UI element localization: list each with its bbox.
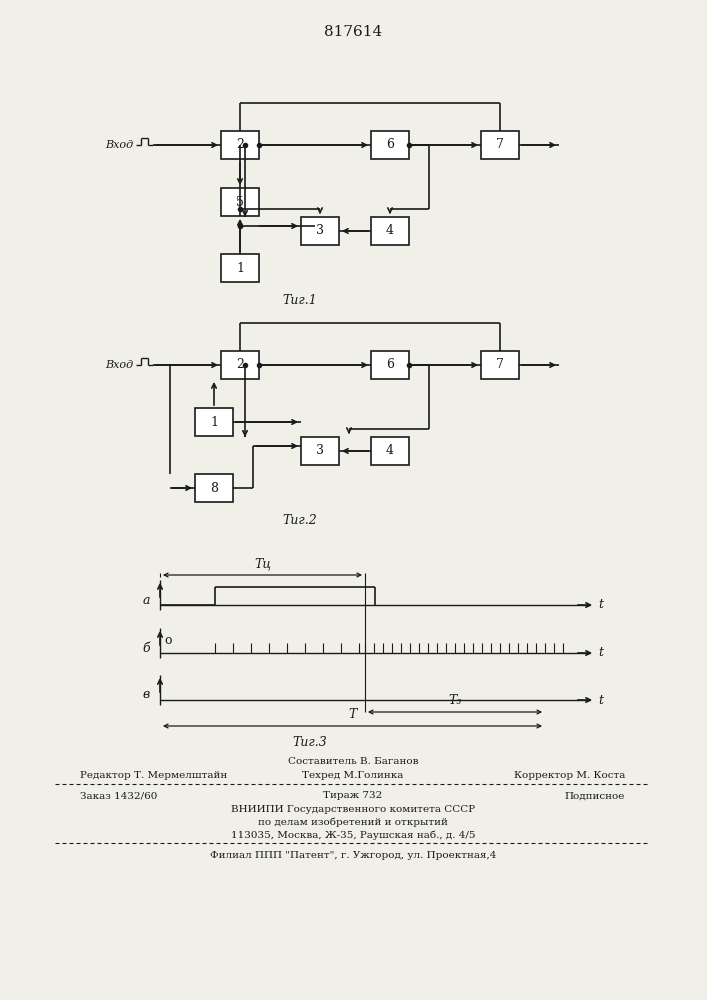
Bar	[301, 217, 339, 245]
Text: Вход: Вход	[105, 360, 133, 370]
Text: 3: 3	[316, 444, 324, 458]
Bar	[481, 131, 519, 159]
Text: Τиг.1: Τиг.1	[283, 294, 317, 306]
Bar	[371, 351, 409, 379]
Bar	[371, 437, 409, 465]
Bar	[481, 351, 519, 379]
Text: а: а	[143, 593, 150, 606]
Text: Вход: Вход	[105, 140, 133, 150]
Bar	[371, 131, 409, 159]
Text: 7: 7	[496, 138, 504, 151]
Text: Тц: Тц	[254, 557, 271, 570]
Text: Тираж 732: Тираж 732	[323, 792, 382, 800]
Text: 5: 5	[236, 196, 244, 209]
Text: 6: 6	[386, 138, 394, 151]
Text: 8: 8	[210, 482, 218, 494]
Bar	[221, 131, 259, 159]
Text: 4: 4	[386, 444, 394, 458]
Text: t: t	[598, 647, 603, 660]
Text: Редактор Т. Мермелштайн: Редактор Т. Мермелштайн	[80, 772, 227, 780]
Bar	[371, 217, 409, 245]
Bar	[221, 351, 259, 379]
Text: Т: Т	[349, 708, 357, 721]
Text: 4: 4	[386, 225, 394, 237]
Text: по делам изобретений и открытий: по делам изобретений и открытий	[258, 817, 448, 827]
Text: Составитель В. Баганов: Составитель В. Баганов	[288, 758, 419, 766]
Bar	[195, 474, 233, 502]
Text: 6: 6	[386, 359, 394, 371]
Bar	[301, 437, 339, 465]
Text: 2: 2	[236, 138, 244, 151]
Text: 817614: 817614	[324, 25, 382, 39]
Text: Τиг.3: Τиг.3	[293, 736, 327, 748]
Text: о: о	[164, 635, 172, 648]
Text: ВНИИПИ Государственного комитета СССР: ВНИИПИ Государственного комитета СССР	[231, 804, 475, 814]
Text: Подписное: Подписное	[565, 792, 625, 800]
Text: t: t	[598, 598, 603, 611]
Text: Техред М.Голинка: Техред М.Голинка	[303, 772, 404, 780]
Text: 3: 3	[316, 225, 324, 237]
Text: 113035, Москва, Ж-35, Раушская наб., д. 4/5: 113035, Москва, Ж-35, Раушская наб., д. …	[230, 830, 475, 840]
Bar	[221, 188, 259, 216]
Text: t: t	[598, 694, 603, 706]
Text: Τиг.2: Τиг.2	[283, 514, 317, 526]
Bar	[221, 254, 259, 282]
Text: 1: 1	[236, 261, 244, 274]
Text: 7: 7	[496, 359, 504, 371]
Text: в: в	[143, 688, 150, 702]
Text: Заказ 1432/60: Заказ 1432/60	[80, 792, 158, 800]
Text: Филиал ППП "Патент", г. Ужгород, ул. Проектная,4: Филиал ППП "Патент", г. Ужгород, ул. Про…	[210, 850, 496, 859]
Text: б: б	[142, 642, 150, 654]
Text: 2: 2	[236, 359, 244, 371]
Text: 1: 1	[210, 416, 218, 428]
Text: Т₃: Т₃	[448, 694, 462, 707]
Bar	[195, 408, 233, 436]
Text: Корректор М. Коста: Корректор М. Коста	[513, 772, 625, 780]
